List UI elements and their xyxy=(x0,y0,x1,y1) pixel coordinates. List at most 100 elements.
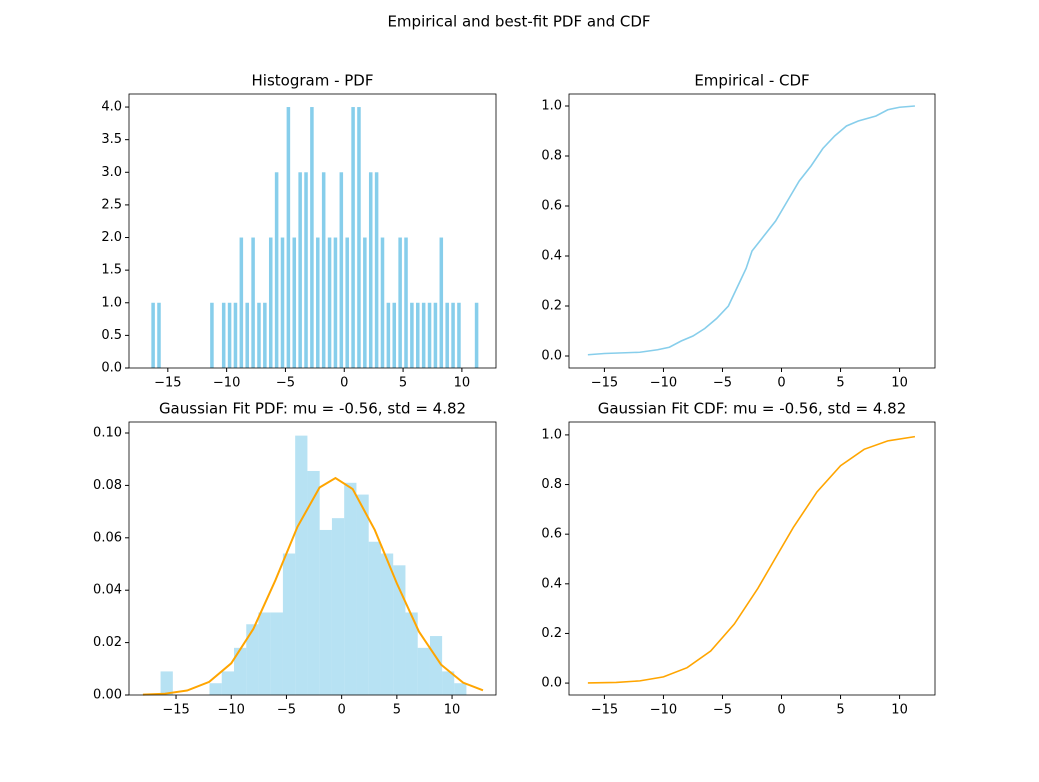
x-tick-label: 10 xyxy=(444,703,461,718)
axes-frame xyxy=(128,421,497,696)
histogram-bar xyxy=(331,518,345,695)
histogram-bar xyxy=(245,302,249,368)
histogram-bar xyxy=(433,302,438,368)
histogram-bar xyxy=(316,237,320,368)
histogram-bar xyxy=(151,302,155,368)
histogram-bar xyxy=(380,237,385,368)
histogram-bar xyxy=(307,470,320,695)
x-tick-label: −10 xyxy=(213,376,240,391)
histogram-bar xyxy=(304,172,308,368)
y-tick-label: 0.06 xyxy=(93,530,122,545)
x-tick-label: −5 xyxy=(276,376,295,391)
x-tick-label: −15 xyxy=(154,376,181,391)
x-tick-label: −15 xyxy=(591,703,618,718)
y-tick-label: 0.8 xyxy=(541,149,562,164)
x-tick-label: −15 xyxy=(591,376,618,391)
y-tick-label: 0.0 xyxy=(541,676,562,691)
histogram-bar xyxy=(454,683,467,695)
x-tick-label: 5 xyxy=(393,703,401,718)
x-tick-label: 10 xyxy=(891,376,908,391)
x-tick-label: 0 xyxy=(777,376,785,391)
y-tick-label: 2.5 xyxy=(101,197,122,212)
histogram-bar xyxy=(257,302,261,368)
histogram-bar xyxy=(429,636,443,695)
y-tick-label: 0.5 xyxy=(101,328,122,343)
histogram-bar xyxy=(268,237,273,368)
histogram-bar xyxy=(221,302,226,368)
histogram-bar xyxy=(356,494,369,695)
histogram-bar xyxy=(295,435,308,695)
histogram-bar xyxy=(380,553,394,695)
histogram-bar xyxy=(368,172,373,368)
histogram-bar xyxy=(251,237,255,368)
histogram-bar xyxy=(474,302,479,368)
x-tick-label: 5 xyxy=(836,703,844,718)
histogram-bar xyxy=(227,302,232,368)
x-tick-label: 5 xyxy=(399,376,407,391)
subplot: Histogram - PDF −15 −10 −5 0 5 10 0.0 0.5 1.0 1.5 2… xyxy=(101,72,497,391)
y-tick-label: 3.5 xyxy=(101,132,122,147)
y-tick-label: 0.0 xyxy=(541,349,562,364)
histogram-bar xyxy=(345,237,349,368)
histogram-bar xyxy=(374,172,379,368)
histogram-bar xyxy=(321,172,326,368)
histogram-bar xyxy=(157,302,161,368)
x-tick-label: −5 xyxy=(277,703,296,718)
histogram-bar xyxy=(221,671,234,695)
histogram-bar xyxy=(410,302,414,368)
histogram-bar xyxy=(451,302,455,368)
histogram-bar xyxy=(239,237,244,368)
x-tick-label: 0 xyxy=(777,703,785,718)
histogram-bar xyxy=(160,671,173,695)
x-tick-label: −5 xyxy=(713,376,732,391)
histogram-bar xyxy=(417,647,430,695)
x-tick-label: −10 xyxy=(650,376,677,391)
figure-title: Empirical and best-fit PDF and CDF xyxy=(387,13,650,31)
subplot-title: Gaussian Fit PDF: mu = -0.56, std = 4.82 xyxy=(159,400,466,418)
histogram-bar xyxy=(421,302,426,368)
axes-frame xyxy=(568,421,936,696)
y-tick-label: 1.0 xyxy=(541,99,562,114)
histogram-bar xyxy=(286,107,291,369)
x-tick-label: 5 xyxy=(836,376,844,391)
histogram-bar xyxy=(319,529,332,695)
x-tick-label: −10 xyxy=(650,703,677,718)
histogram-bar xyxy=(270,612,283,695)
histogram-bar xyxy=(258,612,271,695)
histogram-bar xyxy=(404,237,408,368)
y-tick-label: 3.0 xyxy=(101,165,122,180)
y-tick-label: 0.08 xyxy=(93,478,122,493)
histogram-bar xyxy=(339,172,344,368)
subplot: Gaussian Fit PDF: mu = -0.56, std = 4.82… xyxy=(93,400,497,718)
y-tick-label: 0.2 xyxy=(541,626,562,641)
y-tick-label: 0.8 xyxy=(541,477,562,492)
histogram-bar xyxy=(263,302,267,368)
histogram-bar xyxy=(344,482,357,695)
histogram-bar xyxy=(327,237,332,368)
histogram-bar xyxy=(405,612,418,695)
histogram-bar xyxy=(442,671,455,695)
subplot: Empirical - CDF −15 −10 −5 0 5 10 0.0 0.2 0.4 0.6 0… xyxy=(541,72,936,391)
histogram-bar xyxy=(393,565,406,695)
histogram-bar xyxy=(351,107,355,369)
axes-frame xyxy=(128,93,497,369)
histogram-bar xyxy=(357,107,361,369)
histogram-bar xyxy=(274,172,279,368)
subplot: Gaussian Fit CDF: mu = -0.56, std = 4.82… xyxy=(541,400,936,718)
y-tick-label: 1.0 xyxy=(541,427,562,442)
y-tick-label: 0.10 xyxy=(93,426,122,441)
histogram-bar xyxy=(427,302,432,368)
histogram-bar xyxy=(439,237,444,368)
y-tick-label: 4.0 xyxy=(101,100,122,115)
histogram-bar xyxy=(333,237,338,368)
line xyxy=(142,476,484,696)
histogram-bar xyxy=(246,624,259,695)
histogram-bar xyxy=(233,647,247,695)
y-tick-label: 0.0 xyxy=(101,361,122,376)
histogram-bar xyxy=(457,302,461,368)
histogram-bar xyxy=(386,302,391,368)
x-tick-label: −10 xyxy=(218,703,245,718)
subplot-title: Histogram - PDF xyxy=(252,72,374,90)
